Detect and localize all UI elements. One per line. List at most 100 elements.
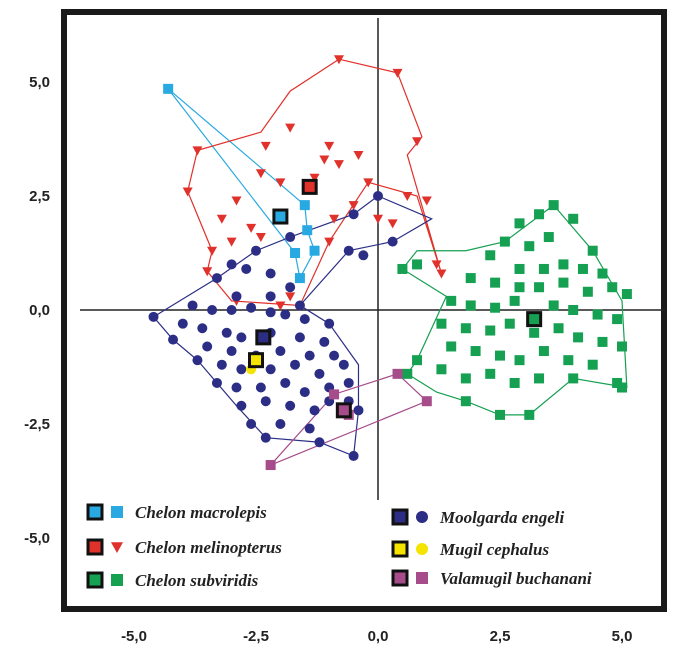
chelon-subviridis-point — [509, 377, 520, 388]
moolgarda-engeli-point — [236, 364, 247, 375]
legend-marker-swatch — [416, 572, 428, 584]
moolgarda-engeli-point — [285, 400, 296, 411]
legend-item-valamugil-buchanani: Valamugil buchanani — [391, 569, 592, 588]
chelon-melinopterus-point — [363, 178, 374, 188]
chelon-subviridis-point — [607, 282, 618, 293]
chelon-subviridis-point — [514, 355, 525, 366]
legend-label: Mugil cephalus — [439, 540, 549, 559]
legend-marker-swatch — [111, 574, 123, 586]
chelon-melinopterus-point — [285, 292, 296, 302]
chelon-subviridis-point — [568, 373, 579, 384]
moolgarda-engeli-point — [387, 236, 398, 247]
moolgarda-engeli-point — [314, 437, 325, 448]
legend-centroid-swatch — [391, 569, 409, 587]
chelon-subviridis-hull — [401, 204, 628, 416]
chelon-melinopterus-point — [309, 173, 320, 183]
moolgarda-engeli-point — [236, 400, 247, 411]
moolgarda-engeli-point — [285, 282, 296, 293]
moolgarda-engeli-point — [275, 419, 286, 429]
moolgarda-engeli-point — [260, 432, 271, 443]
chelon-melinopterus-point — [255, 233, 266, 243]
chelon-melinopterus-point — [373, 214, 383, 224]
chelon-melinopterus-point — [192, 146, 203, 156]
moolgarda-engeli-point — [241, 263, 252, 274]
chelon-melinopterus-point — [319, 155, 330, 165]
chelon-subviridis-point — [534, 209, 545, 220]
moolgarda-engeli-point — [280, 309, 291, 320]
moolgarda-engeli-point — [255, 382, 266, 393]
y-tick-label: 2,5 — [29, 188, 50, 205]
chelon-subviridis-point — [621, 289, 632, 300]
moolgarda-engeli-point — [202, 341, 213, 352]
chelon-subviridis-point — [509, 295, 520, 306]
moolgarda-engeli-point — [319, 336, 330, 347]
chelon-melinopterus-point — [412, 137, 423, 147]
chelon-subviridis-point — [529, 327, 540, 338]
moolgarda-engeli-point — [211, 377, 222, 388]
x-tick-label: 2,5 — [490, 628, 511, 645]
legend-label: Moolgarda engeli — [439, 508, 564, 527]
moolgarda-engeli-point — [168, 334, 179, 345]
chelon-subviridis-point — [485, 250, 496, 261]
moolgarda-engeli-point — [211, 273, 222, 284]
valamugil-buchanani-centroid — [335, 402, 352, 419]
chelon-subviridis-point — [460, 323, 471, 334]
chelon-melinopterus-point — [421, 196, 432, 206]
chelon-subviridis-point — [495, 350, 505, 361]
legend-centroid-swatch — [86, 503, 104, 521]
chelon-subviridis-point — [587, 245, 598, 256]
chelon-melinopterus-point — [285, 123, 296, 133]
chelon-melinopterus-point — [431, 260, 442, 270]
chelon-subviridis-point — [514, 218, 525, 229]
moolgarda-engeli-point — [304, 350, 315, 361]
chelon-subviridis-point — [573, 332, 584, 343]
chelon-melinopterus-point — [207, 246, 218, 256]
moolgarda-engeli-point — [226, 305, 237, 315]
chelon-subviridis-point — [397, 263, 408, 274]
chelon-melinopterus-point — [348, 201, 359, 211]
moolgarda-engeli-point — [348, 450, 359, 461]
moolgarda-engeli-point — [226, 346, 237, 357]
moolgarda-engeli-point — [246, 419, 257, 429]
chelon-melinopterus-point — [202, 267, 213, 277]
y-tick-label: 0,0 — [29, 302, 50, 319]
chelon-macrolepis-point — [294, 273, 305, 284]
moolgarda-engeli-point — [294, 300, 305, 311]
chelon-subviridis-point — [465, 273, 476, 284]
chelon-melinopterus-point — [255, 169, 266, 179]
moolgarda-engeli-point — [231, 382, 242, 393]
moolgarda-engeli-point — [285, 232, 296, 243]
legend-label: Chelon melinopterus — [135, 538, 282, 557]
chelon-subviridis-point — [514, 282, 525, 293]
moolgarda-engeli-point — [251, 245, 261, 256]
chelon-subviridis-point — [577, 263, 588, 274]
chelon-melinopterus-centroid-fill — [304, 181, 315, 192]
moolgarda-engeli-centroid-fill — [258, 332, 269, 343]
moolgarda-engeli-point — [309, 405, 320, 416]
chelon-subviridis-point — [524, 241, 535, 252]
chelon-melinopterus-centroid — [301, 178, 318, 195]
chelon-macrolepis-centroid-fill — [275, 211, 286, 222]
moolgarda-engeli-point — [265, 291, 276, 302]
valamugil-buchanani-point — [392, 368, 403, 379]
chelon-subviridis-point — [534, 373, 545, 384]
valamugil-buchanani-point — [329, 389, 340, 400]
chelon-subviridis-point — [460, 373, 471, 384]
legend-centroid-swatch — [391, 540, 409, 558]
chelon-subviridis-point — [534, 282, 545, 293]
moolgarda-engeli-point — [304, 423, 315, 434]
moolgarda-engeli-point — [294, 332, 305, 343]
chelon-melinopterus-point — [246, 223, 257, 233]
moolgarda-engeli-point — [246, 302, 257, 313]
chelon-subviridis-point — [499, 236, 510, 247]
chelon-subviridis-point — [592, 309, 603, 320]
moolgarda-engeli-point — [231, 291, 242, 302]
chelon-melinopterus-point — [182, 187, 193, 197]
chelon-macrolepis-centroid — [272, 208, 289, 225]
chelon-subviridis-centroid — [526, 311, 543, 328]
legend-item-mugil-cephalus: Mugil cephalus — [391, 540, 549, 559]
chelon-macrolepis-point — [290, 248, 301, 258]
chelon-subviridis-point — [470, 346, 481, 357]
x-tick-label: 0,0 — [368, 628, 389, 645]
legend-marker-swatch — [111, 506, 123, 518]
